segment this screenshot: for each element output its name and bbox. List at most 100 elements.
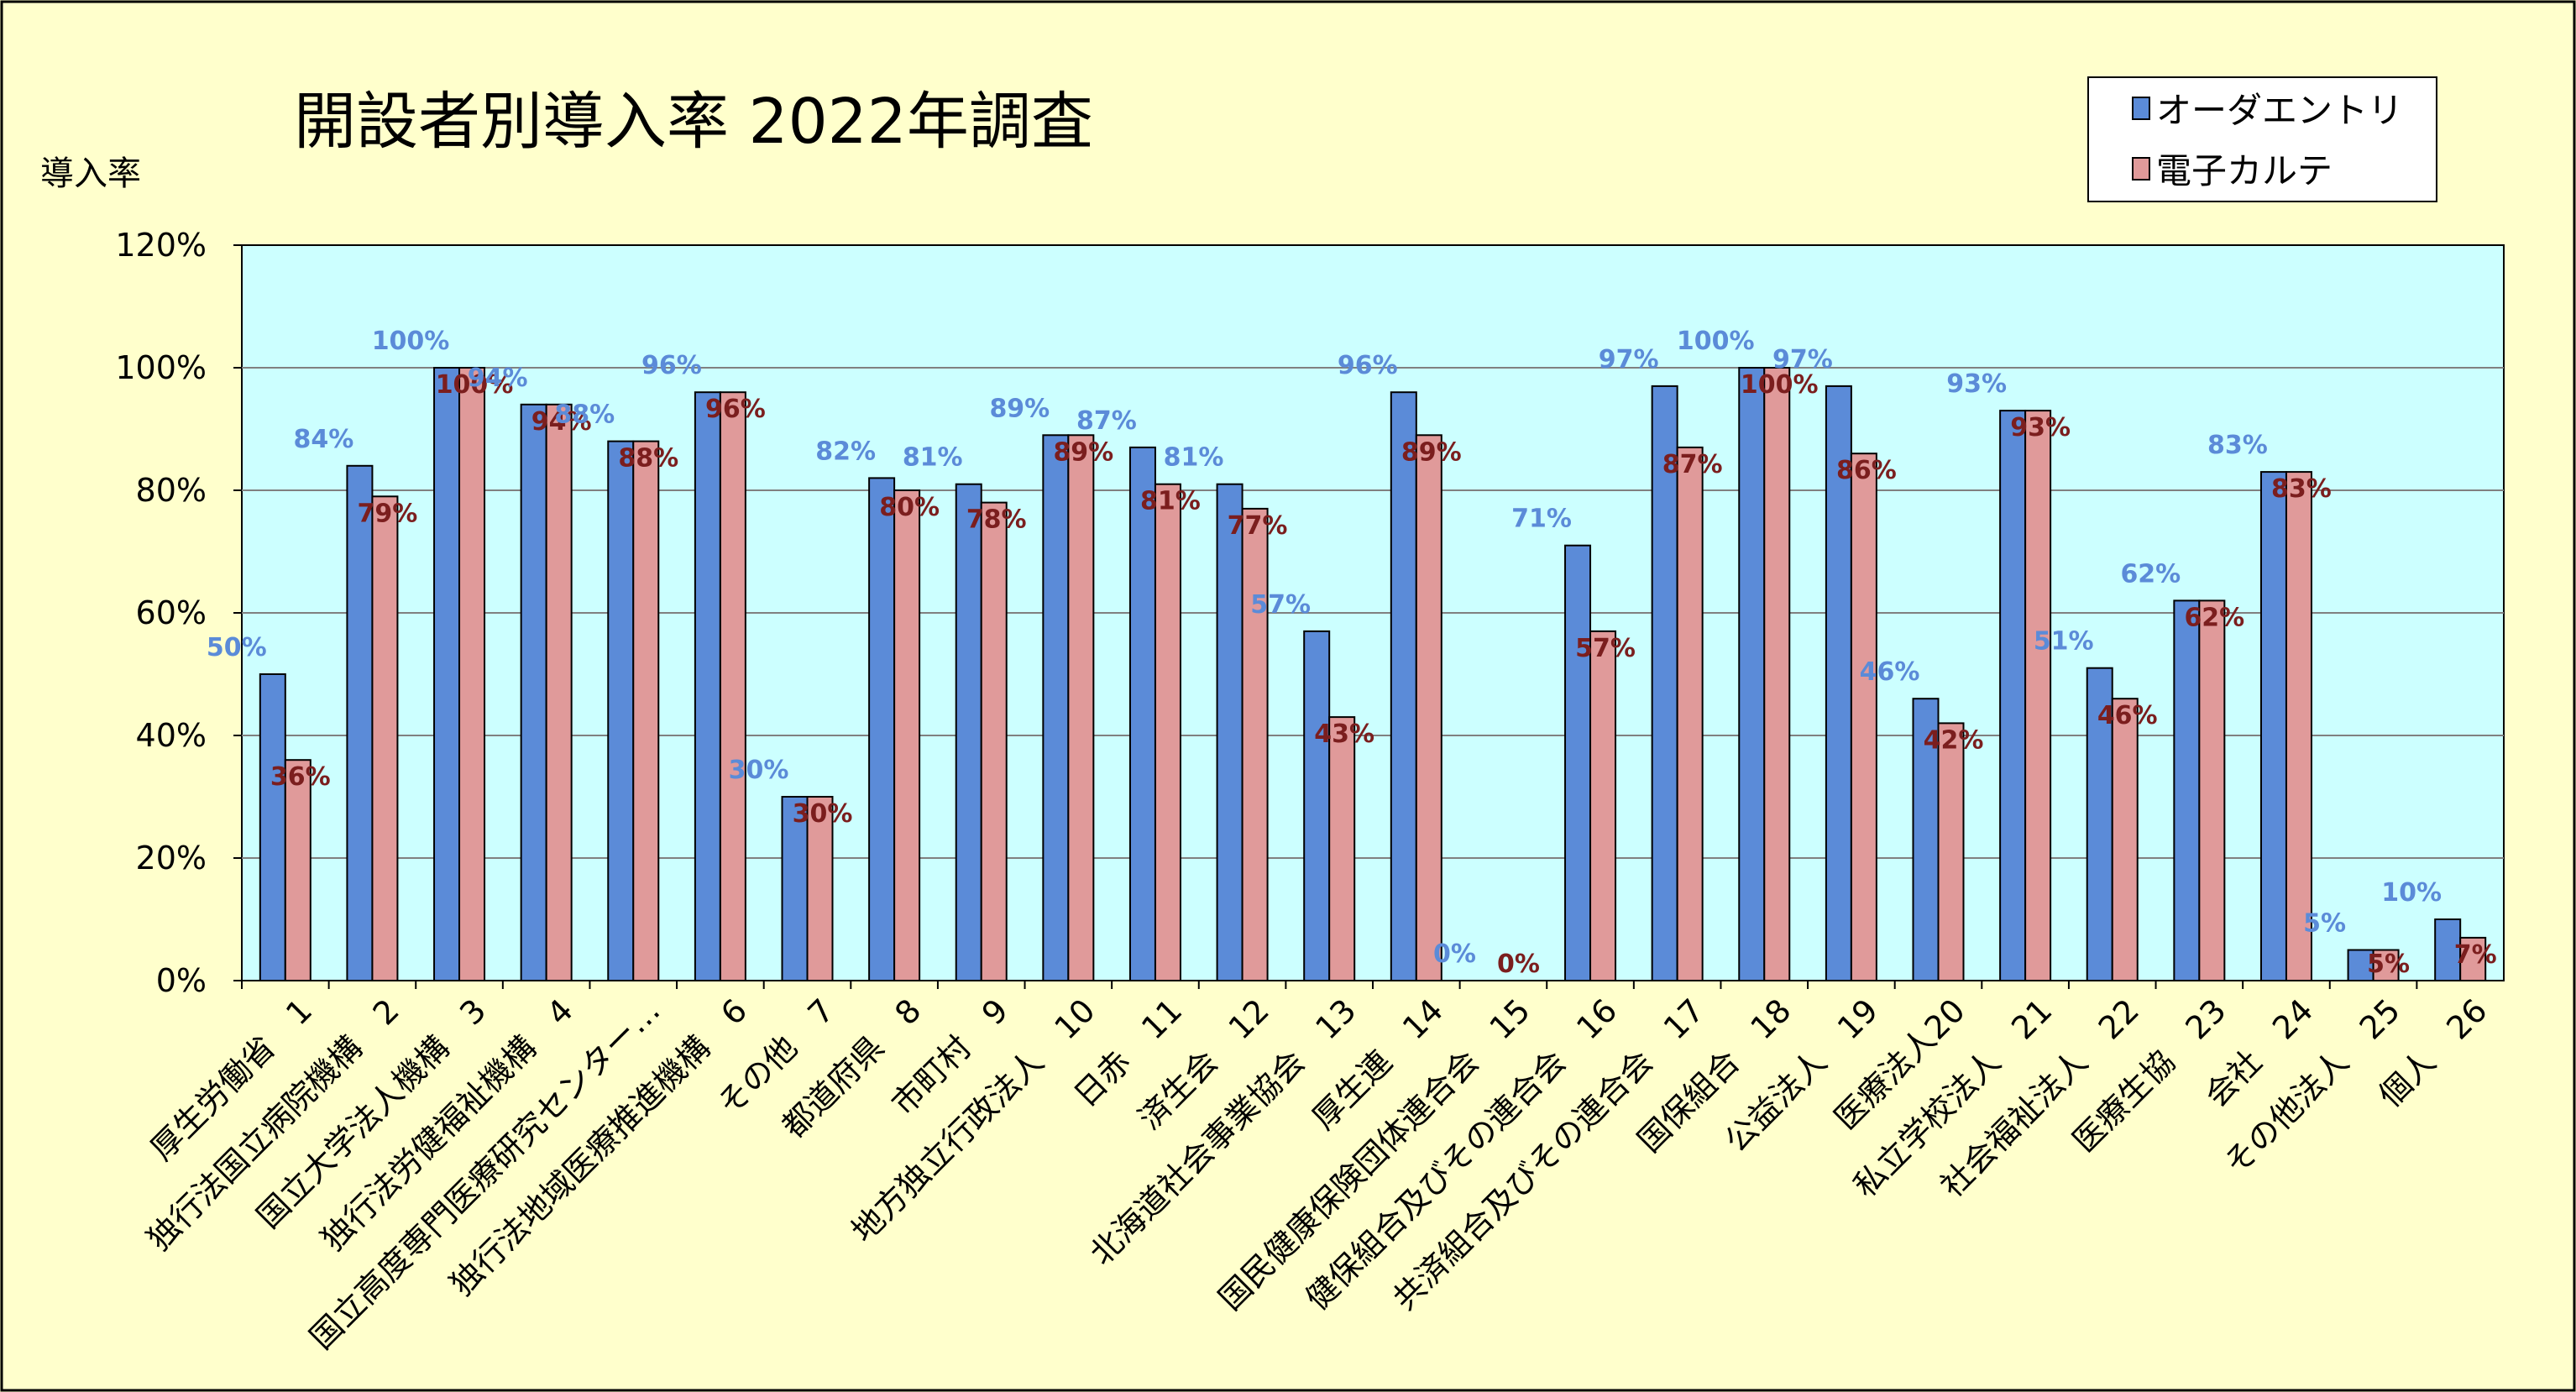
- bar-order-entry: [1999, 410, 2027, 982]
- data-label-emr: 89%: [1053, 437, 1113, 467]
- data-label-emr: 81%: [1140, 487, 1201, 516]
- legend-label-order-entry: オーダエントリ: [2156, 90, 2403, 131]
- bar-order-entry: [955, 483, 982, 981]
- data-label-order-entry: 96%: [1338, 351, 1398, 380]
- data-label-emr: 78%: [966, 505, 1027, 535]
- data-label-order-entry: 46%: [1860, 657, 1920, 687]
- bar-order-entry: [1390, 391, 1417, 981]
- bar-order-entry: [433, 367, 461, 981]
- bar-order-entry: [1216, 483, 1243, 981]
- bar-emr: [1676, 446, 1704, 981]
- data-label-emr: 94%: [531, 407, 592, 437]
- data-label-emr: 100%: [436, 370, 514, 400]
- bar-emr: [1850, 453, 1877, 981]
- bar-emr: [632, 440, 660, 981]
- data-label-emr: 89%: [1401, 437, 1462, 467]
- data-label-order-entry: 10%: [2381, 878, 2442, 908]
- bar-order-entry: [2173, 599, 2201, 982]
- bar-emr: [1241, 507, 1269, 981]
- data-label-emr: 87%: [1662, 450, 1723, 479]
- bar-emr: [1589, 630, 1617, 982]
- data-label-order-entry: 87%: [1076, 406, 1137, 436]
- data-label-order-entry: 57%: [1250, 590, 1311, 620]
- data-label-order-entry: 81%: [903, 443, 963, 473]
- y-tick-label: 100%: [115, 349, 207, 386]
- data-label-emr: 0%: [1497, 950, 1540, 979]
- bar-emr: [806, 796, 834, 981]
- bar-emr: [893, 489, 921, 981]
- bar-emr: [2285, 471, 2312, 981]
- data-label-emr: 100%: [1741, 370, 1819, 400]
- bar-emr: [1067, 434, 1095, 981]
- bar-order-entry: [607, 440, 635, 981]
- bar-emr: [2024, 410, 2052, 982]
- y-tick-label: 60%: [136, 594, 207, 631]
- bar-order-entry: [1128, 446, 1156, 981]
- data-label-order-entry: 88%: [554, 400, 615, 430]
- bar-order-entry: [2347, 949, 2374, 981]
- y-tick-label: 80%: [136, 472, 207, 509]
- bar-emr: [458, 367, 486, 981]
- bar-order-entry: [1042, 434, 1070, 981]
- bar-emr: [2111, 698, 2139, 981]
- data-label-order-entry: 71%: [1511, 505, 1572, 534]
- data-label-emr: 46%: [2097, 701, 2158, 730]
- bar-emr: [1328, 716, 1356, 981]
- data-label-order-entry: 97%: [1772, 345, 1833, 374]
- data-label-emr: 77%: [1228, 511, 1288, 541]
- data-label-order-entry: 82%: [815, 437, 876, 466]
- bar-order-entry: [781, 796, 809, 981]
- data-label-emr: 80%: [879, 493, 940, 522]
- data-label-order-entry: 93%: [1946, 369, 2007, 399]
- data-label-order-entry: 96%: [641, 351, 702, 380]
- data-label-order-entry: 62%: [2120, 559, 2181, 589]
- data-label-order-entry: 89%: [989, 394, 1050, 423]
- bar-order-entry: [259, 673, 286, 981]
- data-label-emr: 62%: [2184, 603, 2244, 632]
- legend-swatch-emr: [2132, 157, 2150, 181]
- bar-order-entry: [1912, 698, 1940, 981]
- data-label-order-entry: 0%: [1433, 939, 1476, 969]
- bar-emr: [2459, 936, 2487, 982]
- legend-swatch-order-entry: [2132, 97, 2150, 120]
- data-label-emr: 36%: [270, 762, 331, 792]
- bar-emr: [2372, 949, 2400, 981]
- bar-order-entry: [1303, 630, 1331, 982]
- data-label-emr: 96%: [705, 395, 766, 424]
- chart-title: 開設者別導入率 2022年調査: [294, 86, 1093, 158]
- bar-order-entry: [1564, 544, 1592, 981]
- bar-order-entry: [1738, 367, 1766, 981]
- bar-emr: [2198, 599, 2226, 982]
- bar-order-entry: [2434, 918, 2462, 981]
- bar-order-entry: [868, 477, 896, 981]
- bar-emr: [980, 501, 1008, 981]
- data-label-emr: 57%: [1575, 634, 1636, 663]
- bar-order-entry: [694, 391, 721, 981]
- bar-order-entry: [2086, 667, 2113, 981]
- y-tick-label: 20%: [136, 840, 207, 877]
- bar-emr: [1154, 483, 1181, 981]
- bar-emr: [371, 495, 399, 981]
- data-label-order-entry: 97%: [1599, 345, 1659, 374]
- y-tick-label: 40%: [136, 717, 207, 754]
- data-label-order-entry: 83%: [2207, 431, 2268, 460]
- data-label-emr: 88%: [618, 444, 678, 474]
- data-label-order-entry: 84%: [294, 425, 354, 454]
- data-label-emr: 42%: [1924, 725, 1984, 755]
- data-label-order-entry: 94%: [468, 364, 528, 393]
- data-label-emr: 30%: [793, 799, 853, 829]
- bar-order-entry: [2259, 471, 2287, 981]
- y-tick-label: 120%: [115, 227, 207, 264]
- bar-order-entry: [346, 464, 374, 981]
- legend: オーダエントリ 電子カルテ: [2087, 76, 2437, 202]
- data-label-order-entry: 50%: [207, 633, 267, 662]
- bar-emr: [719, 391, 746, 981]
- bar-emr: [1937, 722, 1965, 982]
- bar-emr: [1415, 434, 1442, 981]
- bar-emr: [284, 759, 312, 981]
- data-label-order-entry: 5%: [2303, 909, 2346, 939]
- data-label-order-entry: 100%: [1677, 327, 1755, 356]
- data-label-emr: 79%: [358, 499, 418, 528]
- data-label-emr: 93%: [2010, 413, 2071, 442]
